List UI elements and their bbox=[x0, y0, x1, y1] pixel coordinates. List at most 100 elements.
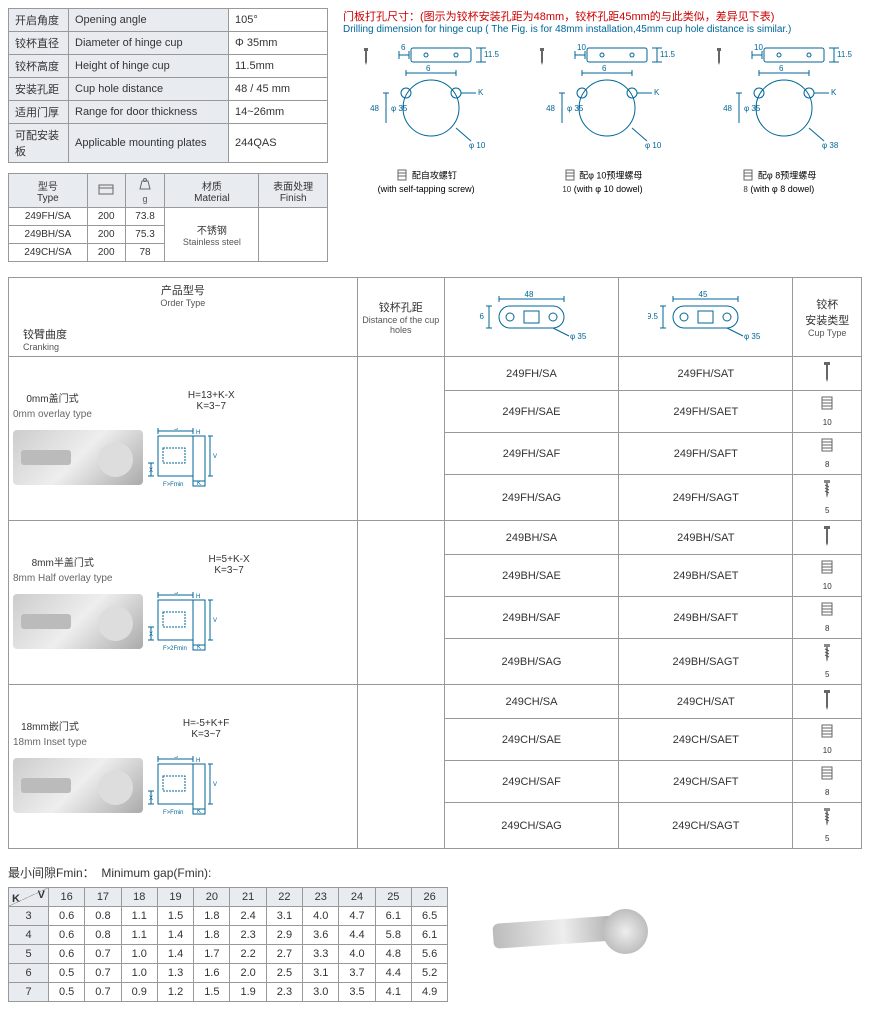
fmin-val: 1.0 bbox=[121, 945, 157, 964]
svg-text:K: K bbox=[478, 88, 484, 97]
mat-weight: 75.3 bbox=[125, 226, 165, 244]
fmin-col: 22 bbox=[266, 888, 302, 907]
fmin-val: 0.6 bbox=[49, 945, 85, 964]
mat-finish bbox=[259, 208, 328, 262]
mat-type: 249FH/SA bbox=[9, 208, 88, 226]
drill-title-en: Drilling dimension for hinge cup ( The F… bbox=[343, 24, 862, 35]
fmin-k: 5 bbox=[9, 945, 49, 964]
order-code-45: 249FH/SAET bbox=[619, 391, 793, 433]
fmin-val: 4.4 bbox=[339, 926, 375, 945]
fmin-val: 3.5 bbox=[339, 983, 375, 1002]
spec-cn: 适用门厚 bbox=[9, 101, 69, 124]
svg-text:φ 38: φ 38 bbox=[822, 141, 839, 150]
order-code-48: 249BH/SA bbox=[444, 521, 618, 555]
cup-type-icon: 10 bbox=[793, 719, 862, 761]
mat-weight: 73.8 bbox=[125, 208, 165, 226]
spec-cn: 可配安装板 bbox=[9, 124, 69, 163]
order-header-en: Order Type bbox=[13, 298, 353, 308]
spec-en: Diameter of hinge cup bbox=[69, 32, 229, 55]
spec-en: Height of hinge cup bbox=[69, 55, 229, 78]
order-code-45: 249BH/SAET bbox=[619, 555, 793, 597]
fmin-val: 1.4 bbox=[157, 945, 193, 964]
spec-cn: 铰杯高度 bbox=[9, 55, 69, 78]
order-header-cn: 产品型号 bbox=[161, 285, 205, 297]
svg-text:48: 48 bbox=[547, 104, 556, 113]
svg-text:φ 35: φ 35 bbox=[744, 104, 761, 113]
fmin-val: 1.5 bbox=[157, 907, 193, 926]
cup-diagram-48: 486φ 35 bbox=[474, 291, 589, 341]
svg-text:H: H bbox=[196, 430, 200, 436]
fmin-val: 1.0 bbox=[121, 964, 157, 983]
order-code-45: 249FH/SAFT bbox=[619, 433, 793, 475]
spec-en: Cup hole distance bbox=[69, 78, 229, 101]
fmin-k: 3 bbox=[9, 907, 49, 926]
dist-cell bbox=[357, 521, 444, 685]
svg-text:φ 35: φ 35 bbox=[570, 332, 587, 341]
cup-type-icon: 5 bbox=[793, 475, 862, 521]
svg-text:φ 35: φ 35 bbox=[391, 104, 408, 113]
mat-pcs: 200 bbox=[87, 244, 125, 262]
drill-diagram: 11.5 10 6 48 φ 35 K φ 38 配φ 8预埋螺母8 (with… bbox=[699, 43, 859, 194]
svg-text:10: 10 bbox=[577, 43, 586, 52]
order-code-48: 249FH/SAE bbox=[444, 391, 618, 433]
order-code-48: 249BH/SAF bbox=[444, 597, 618, 639]
drill-diagram: 11.5 10 6 48 φ 35 K φ 10 配φ 10预埋螺母10 (wi… bbox=[522, 43, 682, 194]
fmin-val: 4.1 bbox=[375, 983, 411, 1002]
svg-text:X: X bbox=[149, 632, 153, 638]
fmin-val: 1.3 bbox=[157, 964, 193, 983]
mat-header-en: Material bbox=[194, 193, 230, 204]
fmin-val: 4.7 bbox=[339, 907, 375, 926]
drill-diagram: 11.5 6 6 48 φ 35 K φ 10 配自攻螺钉(with self-… bbox=[346, 43, 506, 194]
fmin-col: 16 bbox=[49, 888, 85, 907]
fmin-col: 21 bbox=[230, 888, 266, 907]
cup-type-icon: 8 bbox=[793, 761, 862, 803]
fmin-col: 20 bbox=[194, 888, 230, 907]
order-code-45: 249CH/SAGT bbox=[619, 803, 793, 849]
cup-type-icon: 10 bbox=[793, 555, 862, 597]
svg-text:11.5: 11.5 bbox=[660, 50, 676, 59]
spec-val: Φ 35mm bbox=[229, 32, 328, 55]
hinge-photo bbox=[13, 594, 143, 649]
fmin-val: 2.9 bbox=[266, 926, 302, 945]
type-header-en: Type bbox=[37, 193, 59, 204]
hinge-side-photo bbox=[473, 889, 673, 989]
svg-text:9.5: 9.5 bbox=[648, 312, 659, 321]
fmin-val: 1.1 bbox=[121, 926, 157, 945]
fmin-val: 1.6 bbox=[194, 964, 230, 983]
mat-material: 不锈钢Stainless steel bbox=[165, 208, 259, 262]
cup-type-icon bbox=[793, 357, 862, 391]
svg-text:45: 45 bbox=[699, 291, 708, 299]
fmin-val: 0.7 bbox=[85, 983, 121, 1002]
pcs-icon bbox=[87, 174, 125, 208]
cup-type-icon bbox=[793, 521, 862, 555]
cup-type-icon: 8 bbox=[793, 433, 862, 475]
cup-type-icon: 5 bbox=[793, 803, 862, 849]
fmin-val: 3.1 bbox=[303, 964, 339, 983]
svg-text:11.5: 11.5 bbox=[484, 50, 500, 59]
order-code-45: 249CH/SAFT bbox=[619, 761, 793, 803]
fmin-val: 0.5 bbox=[49, 983, 85, 1002]
svg-text:6: 6 bbox=[401, 43, 406, 52]
fmin-val: 0.8 bbox=[85, 926, 121, 945]
cup-header-cn: 铰杯 安装类型 bbox=[805, 299, 849, 327]
svg-text:6: 6 bbox=[480, 312, 485, 321]
finish-header-en: Finish bbox=[280, 193, 307, 204]
hinge-photo bbox=[13, 430, 143, 485]
fmin-val: 0.9 bbox=[121, 983, 157, 1002]
svg-text:F>Fmin: F>Fmin bbox=[163, 810, 184, 816]
mat-pcs: 200 bbox=[87, 226, 125, 244]
fmin-val: 0.8 bbox=[85, 907, 121, 926]
svg-text:K: K bbox=[831, 88, 837, 97]
order-code-48: 249FH/SA bbox=[444, 357, 618, 391]
fmin-val: 1.9 bbox=[230, 983, 266, 1002]
spec-en: Opening angle bbox=[69, 9, 229, 32]
fmin-val: 0.7 bbox=[85, 945, 121, 964]
finish-header-cn: 表面处理 bbox=[263, 178, 323, 193]
svg-text:φ 10: φ 10 bbox=[645, 141, 662, 150]
fmin-val: 4.0 bbox=[339, 945, 375, 964]
fmin-val: 1.4 bbox=[157, 926, 193, 945]
svg-text:X: X bbox=[149, 468, 153, 474]
order-code-45: 249FH/SAT bbox=[619, 357, 793, 391]
cranking-cell: 0mm盖门式0mm overlay type H=13+K-XK=3~7 SH … bbox=[9, 357, 358, 521]
svg-text:φ 35: φ 35 bbox=[567, 104, 584, 113]
